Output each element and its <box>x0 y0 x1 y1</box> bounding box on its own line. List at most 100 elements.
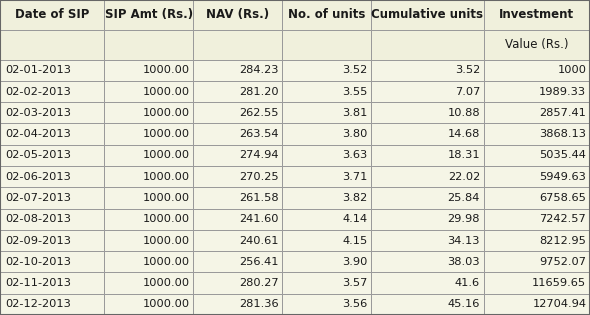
Text: 29.98: 29.98 <box>447 214 480 224</box>
Text: 281.20: 281.20 <box>239 87 278 96</box>
Bar <box>282 0 371 30</box>
Bar <box>371 230 484 251</box>
Bar <box>194 102 282 123</box>
Text: 02-02-2013: 02-02-2013 <box>5 87 71 96</box>
Bar <box>104 102 194 123</box>
Bar <box>371 166 484 187</box>
Text: 3.80: 3.80 <box>342 129 368 139</box>
Text: 4.15: 4.15 <box>342 236 368 245</box>
Bar <box>194 123 282 145</box>
Text: 240.61: 240.61 <box>239 236 278 245</box>
Bar <box>0 30 104 60</box>
Text: Cumulative units: Cumulative units <box>371 9 483 21</box>
Text: 02-12-2013: 02-12-2013 <box>5 299 71 309</box>
Bar <box>0 294 104 315</box>
Bar <box>484 272 590 294</box>
Text: 3.52: 3.52 <box>342 65 368 75</box>
Text: 270.25: 270.25 <box>239 172 278 182</box>
Bar <box>282 209 371 230</box>
Text: 02-07-2013: 02-07-2013 <box>5 193 71 203</box>
Bar <box>0 60 104 81</box>
Bar <box>194 81 282 102</box>
Bar <box>371 294 484 315</box>
Bar <box>0 102 104 123</box>
Text: 1000.00: 1000.00 <box>142 87 189 96</box>
Text: 22.02: 22.02 <box>448 172 480 182</box>
Bar <box>484 230 590 251</box>
Bar <box>194 230 282 251</box>
Text: 41.6: 41.6 <box>455 278 480 288</box>
Text: 1000.00: 1000.00 <box>142 236 189 245</box>
Bar <box>194 166 282 187</box>
Bar <box>282 123 371 145</box>
Bar <box>104 272 194 294</box>
Text: 14.68: 14.68 <box>448 129 480 139</box>
Bar <box>104 166 194 187</box>
Bar <box>282 30 371 60</box>
Text: 3.55: 3.55 <box>342 87 368 96</box>
Bar <box>104 30 194 60</box>
Bar <box>371 251 484 272</box>
Text: Investment: Investment <box>499 9 575 21</box>
Text: 1000.00: 1000.00 <box>142 299 189 309</box>
Text: Value (Rs.): Value (Rs.) <box>505 38 569 51</box>
Text: 1000.00: 1000.00 <box>142 257 189 267</box>
Text: 256.41: 256.41 <box>239 257 278 267</box>
Text: 8212.95: 8212.95 <box>539 236 586 245</box>
Text: 261.58: 261.58 <box>239 193 278 203</box>
Bar <box>282 187 371 209</box>
Bar <box>282 102 371 123</box>
Bar <box>0 0 104 30</box>
Bar <box>282 251 371 272</box>
Bar <box>0 251 104 272</box>
Bar <box>194 145 282 166</box>
Bar <box>282 145 371 166</box>
Text: 02-04-2013: 02-04-2013 <box>5 129 71 139</box>
Bar <box>0 209 104 230</box>
Bar <box>104 187 194 209</box>
Bar <box>104 60 194 81</box>
Bar <box>194 60 282 81</box>
Bar <box>104 251 194 272</box>
Bar <box>194 251 282 272</box>
Bar <box>371 81 484 102</box>
Bar <box>484 81 590 102</box>
Text: 280.27: 280.27 <box>239 278 278 288</box>
Text: 7242.57: 7242.57 <box>539 214 586 224</box>
Text: 3.90: 3.90 <box>342 257 368 267</box>
Bar <box>0 230 104 251</box>
Text: 5035.44: 5035.44 <box>539 150 586 160</box>
Text: 1000.00: 1000.00 <box>142 172 189 182</box>
Text: 241.60: 241.60 <box>239 214 278 224</box>
Bar <box>104 230 194 251</box>
Text: 2857.41: 2857.41 <box>539 108 586 118</box>
Bar <box>282 230 371 251</box>
Text: 274.94: 274.94 <box>239 150 278 160</box>
Bar <box>104 81 194 102</box>
Bar <box>194 209 282 230</box>
Bar <box>371 209 484 230</box>
Text: 1989.33: 1989.33 <box>539 87 586 96</box>
Bar <box>371 123 484 145</box>
Text: 1000.00: 1000.00 <box>142 129 189 139</box>
Bar <box>484 30 590 60</box>
Bar <box>194 294 282 315</box>
Bar <box>194 0 282 30</box>
Text: 10.88: 10.88 <box>447 108 480 118</box>
Bar <box>0 187 104 209</box>
Text: 284.23: 284.23 <box>239 65 278 75</box>
Text: No. of units: No. of units <box>288 9 365 21</box>
Text: 6758.65: 6758.65 <box>539 193 586 203</box>
Text: 18.31: 18.31 <box>447 150 480 160</box>
Text: 1000.00: 1000.00 <box>142 65 189 75</box>
Text: 02-09-2013: 02-09-2013 <box>5 236 71 245</box>
Bar <box>484 187 590 209</box>
Text: SIP Amt (Rs.): SIP Amt (Rs.) <box>105 9 193 21</box>
Text: 02-08-2013: 02-08-2013 <box>5 214 71 224</box>
Text: 11659.65: 11659.65 <box>532 278 586 288</box>
Bar <box>484 60 590 81</box>
Text: 3868.13: 3868.13 <box>539 129 586 139</box>
Bar <box>371 102 484 123</box>
Text: 12704.94: 12704.94 <box>532 299 586 309</box>
Bar <box>194 30 282 60</box>
